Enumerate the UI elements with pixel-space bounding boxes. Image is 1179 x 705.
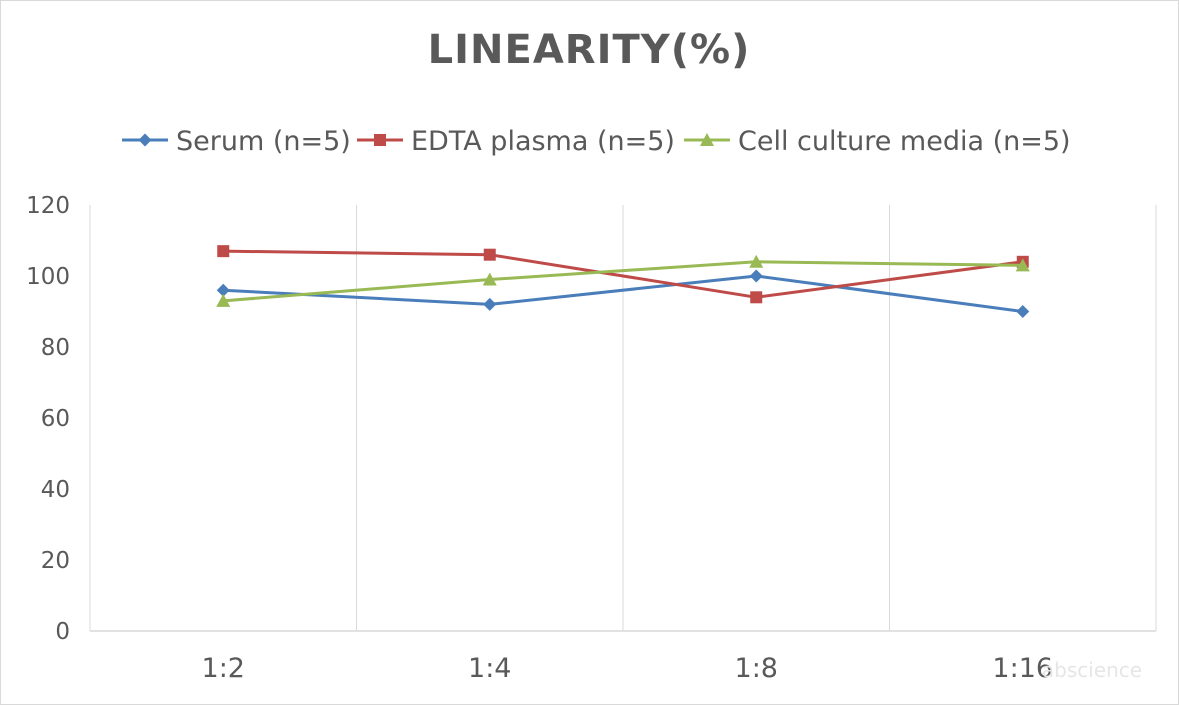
legend-item-3: Cell culture media (n=5) <box>684 126 1071 157</box>
y-tick-label: 60 <box>41 406 70 432</box>
series-group <box>216 245 1030 318</box>
data-point <box>750 291 763 304</box>
chart-title: LINEARITY(%) <box>428 27 751 73</box>
legend-label: EDTA plasma (n=5) <box>411 126 675 157</box>
data-point <box>216 293 231 307</box>
y-tick-label: 80 <box>41 335 70 361</box>
legend-label: Cell culture media (n=5) <box>738 126 1071 157</box>
legend-item-1: Serum (n=5) <box>122 126 351 157</box>
y-tick-label: 40 <box>41 477 70 503</box>
y-tick-label: 0 <box>55 619 70 645</box>
legend-label: Serum (n=5) <box>176 126 351 157</box>
series-line <box>223 274 1023 313</box>
x-axis: 1:2 1:4 1:8 1:16 <box>202 653 1054 684</box>
series-line <box>223 260 1023 303</box>
x-tick-label: 1:8 <box>735 653 778 684</box>
grid-lines <box>89 205 1157 632</box>
series-line <box>223 249 1023 299</box>
y-tick-label: 120 <box>26 193 70 219</box>
legend-item-2: EDTA plasma (n=5) <box>357 126 675 157</box>
data-point <box>216 283 230 297</box>
y-tick-label: 100 <box>26 264 70 290</box>
data-point <box>1015 258 1030 272</box>
legend-marker <box>700 133 714 146</box>
data-point <box>217 245 230 258</box>
legend-marker <box>374 134 386 146</box>
x-tick-label: 1:4 <box>468 653 511 684</box>
y-axis: 0 20 40 60 80 100 120 <box>26 193 70 645</box>
data-point <box>749 269 763 283</box>
data-point <box>483 248 496 261</box>
watermark: abscience <box>1042 658 1142 682</box>
data-point <box>1016 305 1030 318</box>
x-tick-label: 1:2 <box>202 653 245 684</box>
data-point <box>749 254 764 268</box>
y-tick-label: 20 <box>41 548 70 574</box>
series-1 <box>216 269 1030 318</box>
x-tick-label: 1:16 <box>992 653 1053 684</box>
data-point <box>483 297 497 311</box>
series-3 <box>216 254 1030 307</box>
legend-marker <box>138 133 152 147</box>
legend: Serum (n=5) EDTA plasma (n=5) Cell culture… <box>122 126 1071 157</box>
data-point <box>482 272 497 286</box>
